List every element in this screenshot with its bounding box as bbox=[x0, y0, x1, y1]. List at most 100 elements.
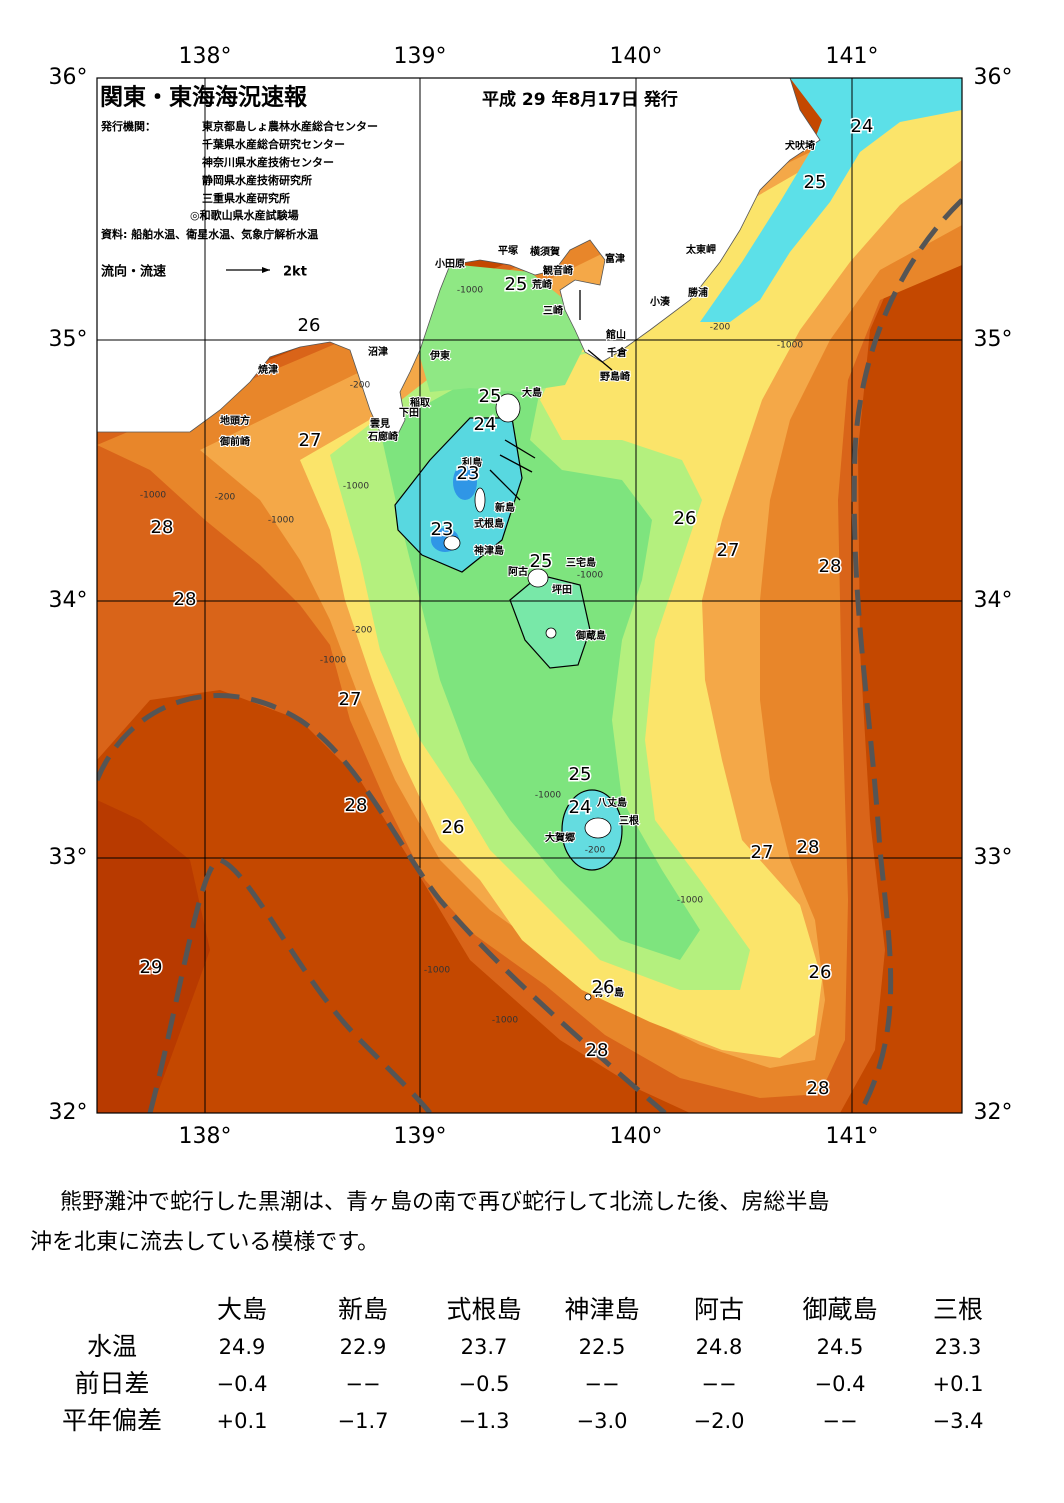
lat-label: 32° bbox=[974, 1100, 1013, 1125]
place-name: 大賀郷 bbox=[545, 831, 575, 844]
place-name: 大島 bbox=[522, 386, 542, 399]
isotherm-label: 25 bbox=[530, 551, 553, 572]
issuer: 千葉県水産総合研究センター bbox=[202, 137, 345, 151]
table-cell: +0.1 bbox=[933, 1372, 984, 1396]
place-name: 雲見 bbox=[370, 418, 390, 430]
table-header: 大島 bbox=[217, 1295, 267, 1324]
table-cell: −1.3 bbox=[459, 1409, 510, 1433]
place-name: 稲取 bbox=[410, 396, 431, 409]
isotherm-label: 23 bbox=[457, 463, 480, 484]
table-cell: +0.1 bbox=[217, 1409, 268, 1433]
table-cell: 23.3 bbox=[935, 1335, 982, 1359]
sea-temperature-map bbox=[97, 78, 962, 1113]
depth-label: -1000 bbox=[777, 341, 803, 351]
place-name: 石廊崎 bbox=[367, 430, 398, 443]
isotherm-label: 26 bbox=[298, 315, 321, 336]
isotherm-label: 23 bbox=[431, 519, 454, 540]
table-cell: −0.4 bbox=[815, 1372, 866, 1396]
lat-label: 36° bbox=[49, 65, 88, 90]
depth-label: -1000 bbox=[457, 286, 483, 296]
isotherm-label: 27 bbox=[717, 540, 740, 561]
table-cell: −0.5 bbox=[459, 1372, 510, 1396]
lat-label: 32° bbox=[49, 1100, 88, 1125]
source: 資料: 船舶水温、衛星水温、気象庁解析水温 bbox=[101, 227, 318, 241]
place-name: 八丈島 bbox=[596, 796, 627, 809]
place-name: 沼津 bbox=[368, 345, 388, 358]
place-name: 御蔵島 bbox=[575, 629, 606, 642]
place-name: 式根島 bbox=[474, 517, 504, 530]
isotherm-label: 28 bbox=[797, 837, 820, 858]
place-name: 地頭方 bbox=[220, 414, 250, 427]
place-name: 伊東 bbox=[429, 349, 450, 362]
title: 関東・東海海況速報 bbox=[100, 84, 308, 111]
place-name: 三根 bbox=[619, 814, 639, 827]
table-cell: −− bbox=[584, 1372, 619, 1396]
isotherm-label: 26 bbox=[442, 817, 465, 838]
place-name: 勝浦 bbox=[688, 286, 708, 299]
isotherm-label: 26 bbox=[674, 508, 697, 529]
description-line: 沖を北東に流去している模様です。 bbox=[30, 1230, 379, 1255]
kuroshio-axis bbox=[97, 198, 962, 1113]
place-name: 太東岬 bbox=[685, 243, 716, 256]
sea-29-zone bbox=[97, 800, 210, 1113]
depth-label: -1000 bbox=[424, 966, 450, 976]
place-name: 下田 bbox=[399, 407, 419, 419]
table-cell: −3.4 bbox=[933, 1409, 984, 1433]
lon-label: 139° bbox=[394, 1124, 447, 1149]
isotherm-label: 28 bbox=[345, 795, 368, 816]
row-label: 平年偏差 bbox=[62, 1406, 162, 1435]
depth-label: -200 bbox=[215, 493, 236, 503]
place-name: 荒崎 bbox=[531, 278, 552, 291]
isotherm-label: 25 bbox=[479, 386, 502, 407]
lon-label: 141° bbox=[826, 1124, 879, 1149]
place-name: 観音崎 bbox=[543, 264, 573, 277]
table-cell: −3.0 bbox=[577, 1409, 628, 1433]
isotherm-label: 28 bbox=[586, 1040, 609, 1061]
table-cell: −− bbox=[701, 1372, 736, 1396]
place-name: 平塚 bbox=[498, 244, 518, 257]
legend-arrowhead bbox=[262, 267, 270, 273]
islands bbox=[443, 393, 612, 1001]
sea-23 bbox=[453, 464, 477, 500]
table-header: 神津島 bbox=[564, 1295, 639, 1324]
table-header: 阿古 bbox=[694, 1295, 744, 1324]
depth-label: -1000 bbox=[320, 656, 346, 666]
isotherm-label: 28 bbox=[151, 517, 174, 538]
depth-label: -200 bbox=[585, 846, 606, 856]
table-cell: 24.9 bbox=[219, 1335, 266, 1359]
depth-label: -1000 bbox=[343, 482, 369, 492]
isotherm-label: 25 bbox=[569, 764, 592, 785]
isotherm-label: 24 bbox=[851, 116, 874, 137]
lon-label: 139° bbox=[394, 44, 447, 69]
issuer: 東京都島しょ農林水産総合センター bbox=[202, 119, 378, 133]
issuer: 三重県水産研究所 bbox=[202, 191, 290, 205]
place-name: 犬吠埼 bbox=[785, 139, 815, 152]
lon-label: 141° bbox=[826, 44, 879, 69]
place-name: 富津 bbox=[605, 252, 625, 265]
issuer-label: 発行機関： bbox=[100, 119, 156, 133]
table-cell: −0.4 bbox=[217, 1372, 268, 1396]
table-cell: −2.0 bbox=[694, 1409, 745, 1433]
place-name: 横須賀 bbox=[530, 245, 560, 258]
depth-label: -1000 bbox=[492, 1016, 518, 1026]
place-name: 新島 bbox=[495, 501, 515, 514]
table-cell: −1.7 bbox=[338, 1409, 389, 1433]
table-header: 新島 bbox=[338, 1295, 388, 1324]
lat-label: 35° bbox=[974, 327, 1013, 352]
place-name: 御前崎 bbox=[219, 435, 250, 448]
depth-label: -200 bbox=[352, 626, 373, 636]
lat-label: 34° bbox=[974, 588, 1013, 613]
lat-label: 36° bbox=[974, 65, 1013, 90]
sea-24-boso bbox=[700, 78, 962, 322]
isotherm-label: 26 bbox=[809, 962, 832, 983]
table-cell: −− bbox=[345, 1372, 380, 1396]
table-cell: 23.7 bbox=[461, 1335, 508, 1359]
issuer: 静岡県水産技術研究所 bbox=[202, 173, 312, 187]
depth-label: -200 bbox=[710, 323, 731, 333]
lat-label: 33° bbox=[974, 845, 1013, 870]
lon-label: 140° bbox=[610, 1124, 663, 1149]
issuer: ◎和歌山県水産試験場 bbox=[190, 208, 299, 222]
issuer: 神奈川県水産技術センター bbox=[202, 155, 334, 169]
place-name: 館山 bbox=[605, 328, 626, 341]
